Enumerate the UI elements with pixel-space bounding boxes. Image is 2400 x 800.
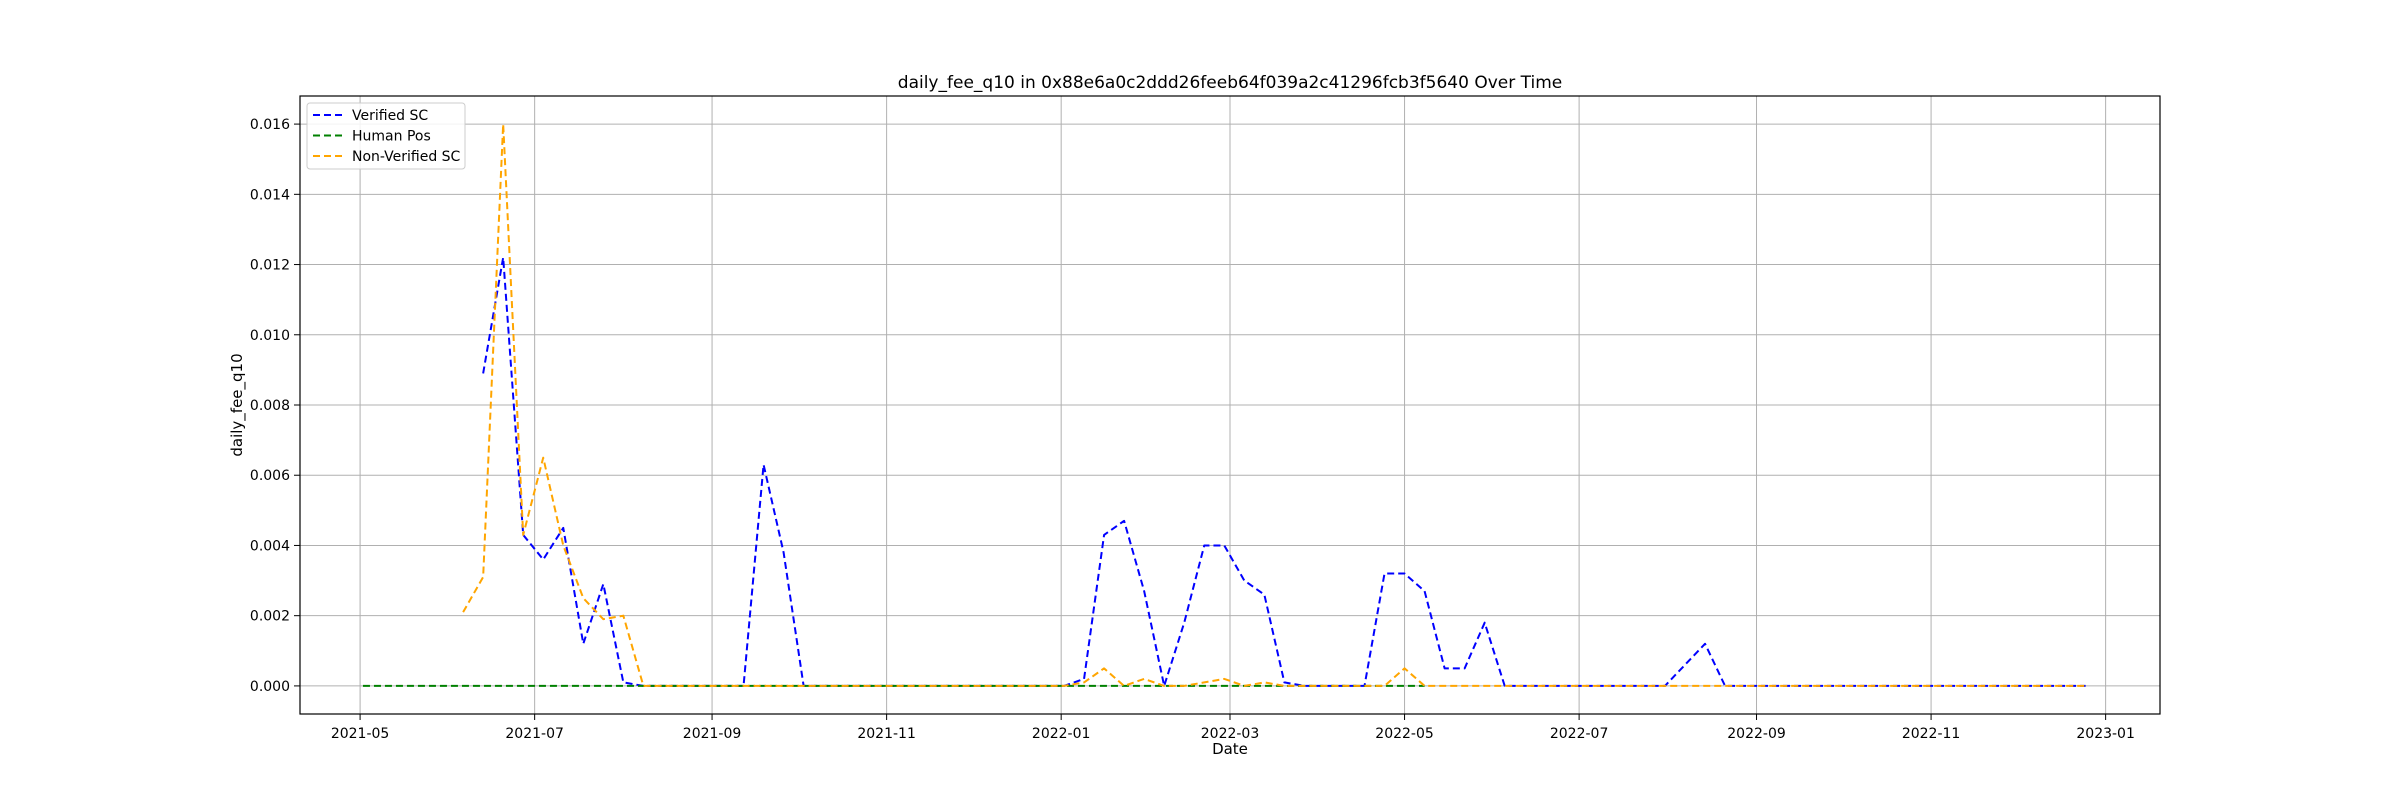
x-tick-label: 2023-01 [2076, 726, 2135, 742]
y-tick-label: 0.016 [250, 117, 290, 133]
series-lines [362, 123, 2086, 687]
y-tick-label: 0.012 [250, 258, 290, 274]
x-tick-label: 2021-07 [505, 726, 564, 742]
x-tick-label: 2022-11 [1902, 726, 1961, 742]
legend-label: Non-Verified SC [352, 149, 461, 165]
legend-box [306, 102, 466, 170]
x-tick-label: 2021-05 [331, 726, 390, 742]
x-tick-label: 2022-05 [1375, 726, 1434, 742]
chart-title: daily_fee_q10 in 0x88e6a0c2ddd26feeb64f0… [898, 73, 1562, 93]
x-axis-label: Date [1212, 740, 1248, 758]
x-tick-label: 2021-09 [683, 726, 742, 742]
legend: Verified SC Human Pos Non-Verified SC [306, 102, 466, 170]
y-tick-label: 0.010 [250, 328, 290, 344]
y-tick-label: 0.000 [250, 679, 290, 695]
x-tick-label: 2022-09 [1727, 726, 1786, 742]
series-line-2 [462, 123, 2086, 687]
y-tick-label: 0.008 [250, 398, 290, 414]
x-tick-label: 2022-01 [1032, 726, 1091, 742]
y-axis-ticks: 0.000 0.002 0.004 0.006 0.008 0.010 0.012 0.014… [250, 117, 300, 695]
x-axis-ticks: 2021-05 2021-07 2021-09 2021-11 2022-01 2022-… [331, 714, 2135, 742]
x-tick-label: 2022-07 [1550, 726, 1609, 742]
y-tick-label: 0.006 [250, 468, 290, 484]
x-tick-label: 2022-03 [1201, 726, 1260, 742]
y-tick-label: 0.004 [250, 538, 290, 554]
y-axis-label: daily_fee_q10 [228, 353, 247, 456]
legend-label: Verified SC [352, 108, 428, 124]
legend-label: Human Pos [352, 129, 431, 145]
y-tick-label: 0.002 [250, 609, 290, 625]
x-tick-label: 2021-11 [857, 726, 916, 742]
grid-lines [300, 96, 2160, 714]
y-tick-label: 0.014 [250, 187, 290, 203]
